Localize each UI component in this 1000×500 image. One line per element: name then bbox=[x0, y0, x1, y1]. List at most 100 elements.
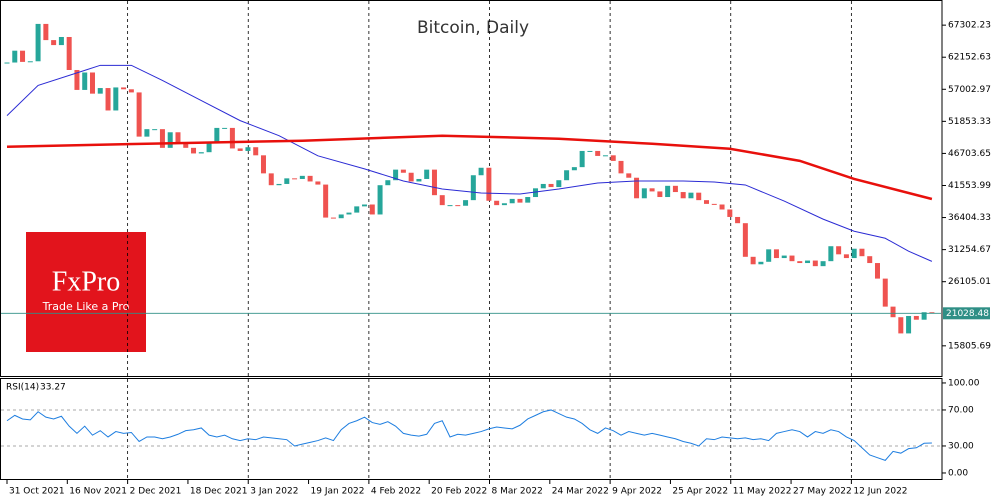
candle bbox=[579, 150, 585, 168]
candle bbox=[369, 204, 375, 215]
candle bbox=[463, 200, 469, 206]
candle bbox=[424, 169, 430, 179]
candle bbox=[144, 129, 150, 137]
y-tick-label: 100.00 bbox=[948, 378, 980, 388]
candle bbox=[447, 205, 453, 207]
x-tick-label: 2 Dec 2021 bbox=[130, 487, 182, 497]
y-tick-label: 0.00 bbox=[948, 468, 968, 478]
candle bbox=[649, 188, 655, 192]
candle bbox=[688, 192, 694, 199]
candle bbox=[183, 142, 189, 148]
candle bbox=[921, 312, 927, 320]
candle bbox=[315, 181, 321, 185]
candle bbox=[797, 261, 803, 264]
candle bbox=[354, 206, 360, 213]
candle bbox=[564, 170, 570, 181]
x-tick-label: 16 Nov 2021 bbox=[69, 487, 127, 497]
candle bbox=[540, 183, 546, 189]
candle bbox=[377, 185, 383, 215]
candle bbox=[735, 216, 741, 224]
candle bbox=[719, 204, 725, 210]
candle bbox=[696, 192, 702, 201]
candle bbox=[455, 205, 461, 207]
x-tick-label: 27 May 2022 bbox=[793, 487, 852, 497]
candle bbox=[874, 263, 880, 279]
y-tick-label: 70.00 bbox=[948, 405, 974, 415]
candle bbox=[587, 150, 593, 152]
y-tick-label: 46703.65 bbox=[948, 149, 991, 159]
candle bbox=[408, 172, 414, 182]
candle bbox=[766, 249, 772, 262]
last-price-box bbox=[943, 307, 990, 320]
last-price-label: 21028.48 bbox=[946, 309, 989, 319]
x-tick-label: 12 Jun 2022 bbox=[853, 487, 907, 497]
candle bbox=[307, 175, 313, 182]
x-tick-label: 18 Dec 2021 bbox=[190, 487, 248, 497]
candle bbox=[657, 191, 663, 198]
candle bbox=[74, 69, 80, 90]
candle bbox=[610, 155, 616, 161]
moving-average bbox=[6, 64, 933, 262]
candle bbox=[416, 178, 422, 182]
candle bbox=[58, 36, 64, 46]
x-tick-label: 9 Apr 2022 bbox=[612, 487, 662, 497]
candle bbox=[773, 249, 779, 259]
candle bbox=[237, 148, 243, 151]
candle bbox=[882, 278, 888, 307]
candle bbox=[121, 87, 127, 90]
candle bbox=[812, 260, 818, 267]
candle bbox=[35, 23, 41, 62]
candle bbox=[486, 167, 492, 201]
candle bbox=[906, 315, 912, 334]
candle bbox=[167, 132, 173, 148]
candle bbox=[214, 127, 220, 142]
y-tick-label: 51853.33 bbox=[948, 117, 991, 127]
candle bbox=[105, 88, 111, 111]
candle bbox=[634, 177, 640, 199]
candle bbox=[665, 185, 671, 198]
candle bbox=[206, 141, 212, 153]
candle bbox=[727, 209, 733, 217]
candle bbox=[89, 72, 95, 94]
candle bbox=[338, 214, 344, 219]
x-tick-label: 3 Jan 2022 bbox=[250, 487, 298, 497]
x-tick-label: 8 Mar 2022 bbox=[491, 487, 542, 497]
candle bbox=[51, 40, 57, 46]
candle bbox=[20, 50, 26, 62]
rsi-pane bbox=[0, 378, 943, 480]
candle bbox=[400, 169, 406, 173]
candle bbox=[843, 254, 849, 259]
logo-title: FxPro bbox=[52, 266, 120, 297]
candle bbox=[12, 50, 18, 63]
candle bbox=[704, 200, 709, 204]
candle bbox=[781, 255, 787, 259]
candle bbox=[229, 127, 235, 149]
candle bbox=[323, 184, 329, 218]
candle bbox=[113, 87, 119, 111]
candle bbox=[128, 89, 134, 93]
rsi-last-value: 33.27 bbox=[40, 383, 66, 393]
candle bbox=[284, 178, 290, 184]
candle bbox=[43, 23, 49, 41]
candle bbox=[82, 72, 88, 90]
y-tick-label: 30.00 bbox=[948, 441, 974, 451]
candle bbox=[97, 88, 103, 94]
candle bbox=[175, 132, 181, 143]
y-tick-label: 57002.97 bbox=[948, 85, 991, 95]
candle bbox=[672, 185, 678, 193]
rsi-line bbox=[6, 409, 932, 461]
y-tick-label: 36404.33 bbox=[948, 213, 991, 223]
x-tick-label: 11 May 2022 bbox=[733, 487, 792, 497]
x-tick-label: 19 Jan 2022 bbox=[311, 487, 365, 497]
candle bbox=[198, 152, 204, 154]
candle bbox=[867, 256, 873, 264]
candle bbox=[431, 169, 437, 196]
candle bbox=[494, 200, 500, 206]
candle bbox=[828, 246, 834, 262]
candle bbox=[525, 197, 531, 203]
candle bbox=[159, 129, 165, 148]
y-tick-label: 15805.69 bbox=[948, 341, 991, 351]
candle bbox=[268, 173, 274, 186]
candle bbox=[859, 248, 865, 257]
